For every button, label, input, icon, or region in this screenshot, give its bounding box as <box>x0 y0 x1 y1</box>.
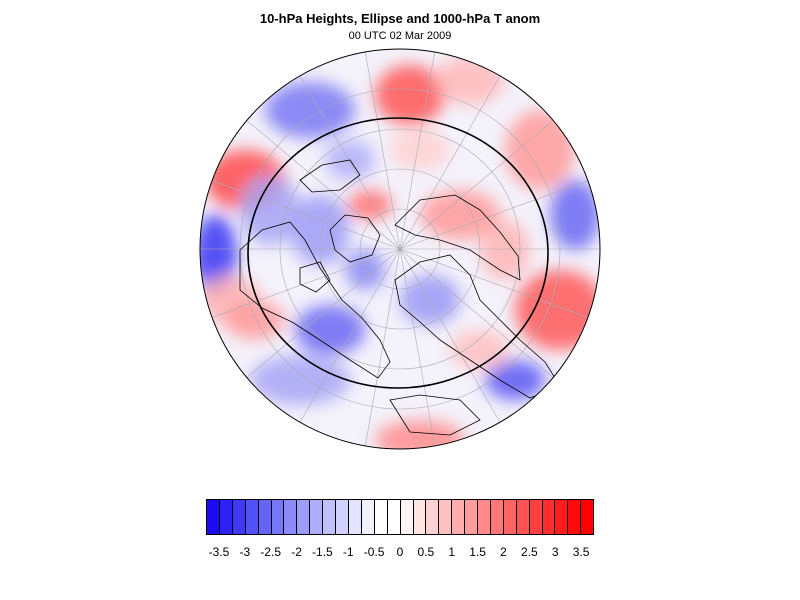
anomaly-region <box>375 420 465 449</box>
meridian-line <box>202 176 401 250</box>
anomaly-region <box>400 275 460 325</box>
anomaly-region <box>240 175 300 245</box>
colorbar <box>206 499 594 535</box>
colorbar-swatch <box>426 500 440 534</box>
anomaly-region <box>348 190 392 220</box>
anomaly-region <box>290 195 350 265</box>
colorbar-swatch <box>516 500 530 534</box>
anomaly-region <box>420 190 500 240</box>
meridian-line <box>399 248 506 432</box>
meridian-line <box>363 248 401 449</box>
colorbar-swatch <box>336 500 349 534</box>
lat-lon-grid <box>200 49 600 449</box>
meridian-line <box>399 248 437 449</box>
colorbar-tick-label: -3 <box>239 545 251 559</box>
colorbar-swatch <box>284 500 298 534</box>
anomaly-region <box>450 330 510 370</box>
colorbar-swatch <box>465 500 479 534</box>
colorbar-tick-label: 0 <box>396 545 404 559</box>
anomaly-region <box>375 65 445 125</box>
colorbar-swatch <box>439 500 453 534</box>
colorbar-tick-label: -2 <box>291 545 302 559</box>
colorbar-swatch <box>478 500 491 534</box>
meridian-line <box>363 49 401 250</box>
colorbar-tick-label: -2.5 <box>260 545 281 559</box>
meridian-line <box>399 66 506 250</box>
colorbar-tick-label: 1.5 <box>469 545 486 559</box>
coast-europe-asia <box>394 254 561 399</box>
coast-north-america <box>239 221 391 379</box>
anomaly-region <box>550 180 600 250</box>
colorbar-tick-label: 2 <box>500 545 507 559</box>
meridian-line <box>238 248 401 385</box>
anomaly-region <box>515 270 600 350</box>
colorbar-swatch <box>503 500 517 534</box>
colorbar-swatch <box>400 500 414 534</box>
chart-title: 10-hPa Heights, Ellipse and 1000-hPa T a… <box>259 11 541 26</box>
colorbar-swatch <box>413 500 427 534</box>
colorbar-swatch <box>348 500 362 534</box>
meridian-line <box>399 113 562 250</box>
colorbar-swatch <box>555 500 569 534</box>
colorbar-swatch <box>452 500 466 534</box>
colorbar-swatch <box>297 500 311 534</box>
colorbar-swatch <box>219 500 233 534</box>
colorbar-tick-label: 1 <box>448 545 456 559</box>
anomaly-region <box>435 55 505 105</box>
anomaly-region <box>345 250 385 290</box>
coast-siberia <box>394 194 521 281</box>
colorbar-tick-label: 3 <box>551 545 559 559</box>
colorbar-tick-labels: -3.5 -3 -2.5 -2 -1.5 -1 -0.5 0 0.5 1 1.5 2 2.5 3 3.5 <box>0 545 800 565</box>
colorbar-swatch <box>581 500 594 534</box>
chart-subtitle: 00 UTC 02 Mar 2009 <box>348 30 452 42</box>
meridian-line <box>399 248 562 385</box>
colorbar-swatch <box>258 500 272 534</box>
meridian-line <box>238 113 401 250</box>
colorbar-swatch <box>310 500 324 534</box>
colorbar-swatch <box>387 500 401 534</box>
coast-alaska <box>299 159 361 193</box>
map-border <box>199 48 601 450</box>
anomaly-region <box>265 82 355 138</box>
coast-north-africa <box>389 394 481 436</box>
meridian-line <box>399 49 437 250</box>
colorbar-swatch <box>271 500 285 534</box>
meridian-line <box>399 248 598 322</box>
height-ellipse-contour <box>247 117 549 389</box>
colorbar-swatch <box>245 500 259 534</box>
colorbar-tick-label: -0.5 <box>363 545 385 559</box>
colorbar-tick-label: 0.5 <box>417 545 435 559</box>
colorbar-tick-label: -3.5 <box>208 545 230 559</box>
anomaly-region <box>485 360 545 400</box>
colorbar-tick-label: 3.5 <box>572 545 590 559</box>
colorbar-swatch <box>490 500 504 534</box>
colorbar-swatch <box>207 500 220 534</box>
colorbar-swatch <box>232 500 246 534</box>
coastlines <box>239 159 561 436</box>
anomaly-region <box>505 110 575 190</box>
coast-greenland <box>329 214 381 263</box>
anomaly-region <box>390 130 450 170</box>
anomaly-region <box>250 355 350 405</box>
anomaly-region <box>200 215 237 295</box>
anomaly-region <box>295 305 365 355</box>
meridian-line <box>294 248 401 432</box>
temperature-anomaly-field <box>200 55 600 449</box>
colorbar-tick-label: -1.5 <box>312 545 333 559</box>
colorbar-tick-label: -1 <box>342 545 354 559</box>
meridian-line <box>294 66 401 250</box>
colorbar-swatch <box>323 500 337 534</box>
colorbar-swatch <box>374 500 388 534</box>
colorbar-swatch <box>361 500 375 534</box>
colorbar-tick-label: 2.5 <box>520 545 538 559</box>
colorbar-swatch <box>542 500 556 534</box>
anomaly-region <box>225 300 285 340</box>
colorbar-swatch <box>568 500 582 534</box>
coast-hudson <box>299 261 331 293</box>
meridian-line <box>399 176 598 250</box>
colorbar-swatch <box>529 500 543 534</box>
anomaly-region <box>480 220 530 280</box>
